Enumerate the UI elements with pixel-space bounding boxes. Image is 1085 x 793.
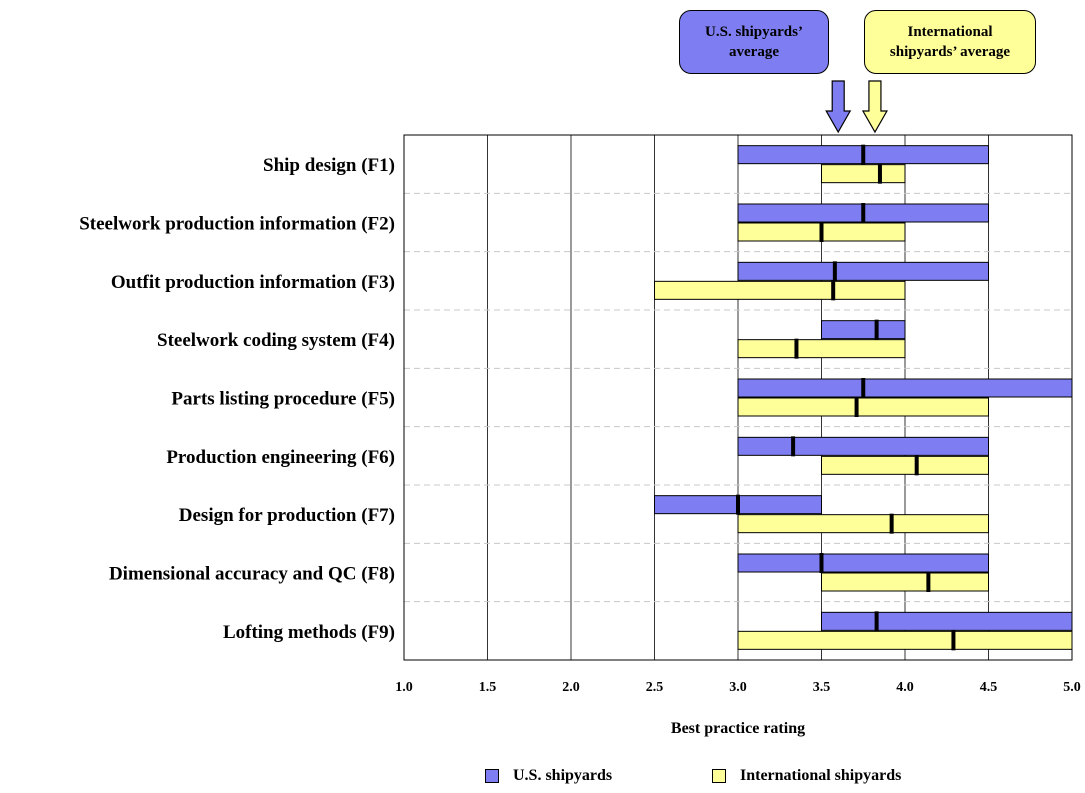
- intl-average-marker: [878, 164, 882, 184]
- us-average-callout: U.S. shipyards’ average: [679, 10, 829, 74]
- category-label: Production engineering (F6): [166, 447, 395, 468]
- x-tick-label: 2.0: [562, 680, 580, 695]
- legend-intl-swatch: [712, 769, 726, 783]
- intl-average-marker: [794, 339, 798, 359]
- us-average-marker: [820, 553, 824, 573]
- us-range-bar: [738, 437, 989, 455]
- us-average-marker: [861, 203, 865, 223]
- intl-average-arrow: [863, 81, 887, 132]
- intl-range-bar: [655, 281, 906, 299]
- us-average-marker: [791, 436, 795, 456]
- intl-average-marker: [951, 630, 955, 650]
- us-average-marker: [861, 145, 865, 165]
- us-average-marker: [736, 495, 740, 515]
- intl-range-bar: [738, 515, 989, 533]
- intl-callout-line1: International: [907, 22, 992, 42]
- us-range-bar: [738, 262, 989, 280]
- category-label: Outfit production information (F3): [111, 272, 395, 293]
- x-tick-label: 5.0: [1063, 680, 1081, 695]
- us-average-marker: [861, 378, 865, 398]
- x-axis-title: Best practice rating: [671, 720, 805, 737]
- category-label: Parts listing procedure (F5): [171, 389, 395, 410]
- intl-range-bar: [822, 456, 989, 474]
- x-tick-label: 4.5: [980, 680, 998, 695]
- us-callout-line1: U.S. shipyards’: [705, 22, 803, 42]
- us-range-bar: [822, 321, 906, 339]
- category-label: Dimensional accuracy and QC (F8): [109, 564, 395, 585]
- legend-intl-label: International shipyards: [740, 767, 901, 785]
- category-label: Design for production (F7): [179, 505, 395, 526]
- us-range-bar: [822, 612, 1073, 630]
- x-tick-label: 3.5: [813, 680, 831, 695]
- intl-average-marker: [926, 572, 930, 592]
- us-average-marker: [833, 261, 837, 281]
- intl-average-marker: [890, 514, 894, 534]
- x-tick-label: 4.0: [896, 680, 914, 695]
- us-average-arrow: [826, 81, 850, 132]
- intl-range-bar: [738, 398, 989, 416]
- x-tick-label: 3.0: [729, 680, 747, 695]
- x-tick-label: 2.5: [646, 680, 664, 695]
- intl-range-bar: [822, 165, 906, 183]
- us-range-bar: [738, 379, 1072, 397]
- category-label: Ship design (F1): [263, 155, 395, 176]
- intl-range-bar: [738, 631, 1072, 649]
- intl-average-marker: [855, 397, 859, 417]
- intl-range-bar: [738, 340, 905, 358]
- intl-average-callout: International shipyards’ average: [864, 10, 1036, 74]
- us-range-bar: [738, 554, 989, 572]
- legend-us: U.S. shipyards: [485, 767, 612, 785]
- intl-callout-line2: shipyards’ average: [890, 42, 1010, 62]
- us-average-marker: [875, 611, 879, 631]
- intl-range-bar: [822, 573, 989, 591]
- us-callout-line2: average: [729, 42, 779, 62]
- legend-us-label: U.S. shipyards: [513, 767, 612, 785]
- category-label: Lofting methods (F9): [223, 622, 395, 643]
- legend-us-swatch: [485, 769, 499, 783]
- intl-average-marker: [831, 280, 835, 300]
- legend-intl: International shipyards: [712, 767, 901, 785]
- category-label: Steelwork production information (F2): [79, 214, 395, 235]
- category-label: Steelwork coding system (F4): [157, 330, 395, 351]
- x-tick-label: 1.5: [479, 680, 497, 695]
- intl-average-marker: [915, 455, 919, 475]
- us-average-marker: [875, 320, 879, 340]
- x-tick-label: 1.0: [395, 680, 413, 695]
- intl-average-marker: [820, 222, 824, 242]
